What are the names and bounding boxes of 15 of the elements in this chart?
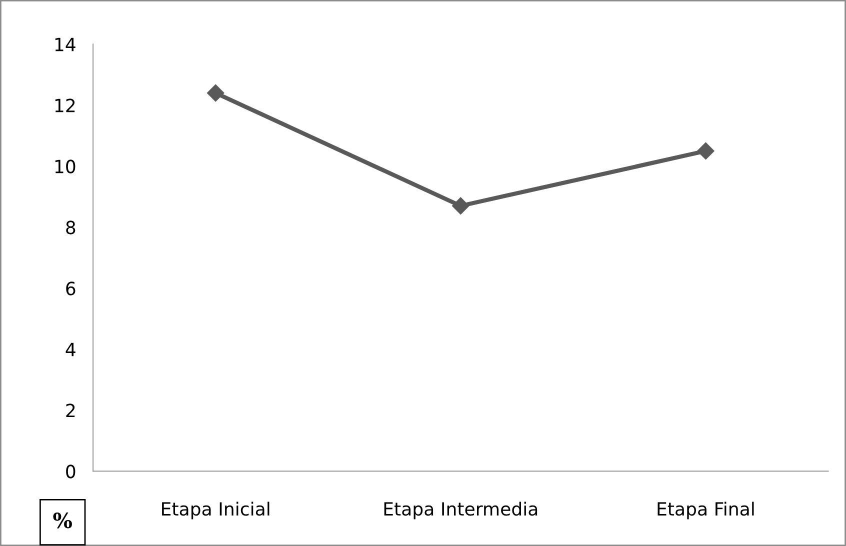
- x-tick-label: Etapa Final: [658, 502, 754, 520]
- y-tick-label: 4: [66, 342, 76, 356]
- y-tick-label: 10: [55, 160, 76, 174]
- y-tick-label: 12: [55, 98, 75, 112]
- x-tick-label: Etapa Intermedia: [384, 502, 538, 520]
- point: [452, 197, 470, 214]
- point: [697, 142, 714, 160]
- y-tick-label: 6: [66, 282, 76, 296]
- point: [207, 84, 224, 102]
- y-tick-label: 0: [66, 464, 76, 478]
- y-tick-label: 8: [66, 220, 76, 234]
- y-tick-label: 2: [66, 404, 75, 418]
- y-axis-title: %: [53, 512, 72, 528]
- y-tick-label: 14: [55, 38, 76, 52]
- x-tick-label: Etapa Inicial: [162, 502, 270, 520]
